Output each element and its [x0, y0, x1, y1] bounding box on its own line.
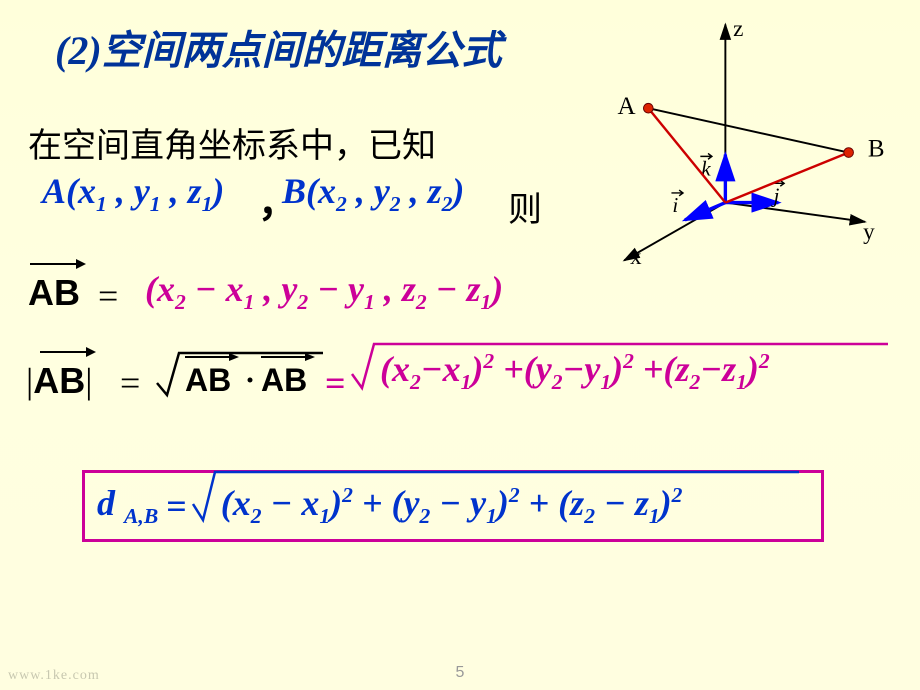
distance-formula-sqrt: (x2 − x1)2 + (y2 − y1)2 + (z2 − z1)2 [195, 482, 683, 529]
sqrt-dot-product: AB AB [155, 345, 325, 414]
svg-text:k: k [701, 157, 711, 181]
point-b-notation: B(x2 , y2 , z2) [282, 170, 464, 217]
sqrt-radical-icon [191, 468, 801, 528]
distance-formula-box: d A,B = (x2 − x1)2 + (y2 − y1)2 + (z2 − … [82, 470, 824, 542]
sqrt-expansion: (x2−x1)2 +(y2−y1)2 +(z2−z1)2 [354, 348, 770, 395]
vector-ab-text: AB [33, 360, 85, 401]
svg-text:A: A [618, 93, 636, 120]
svg-text:x: x [630, 243, 642, 269]
vector-ab-symbol: AB [28, 272, 80, 314]
magnitude-ab-symbol: |AB| [26, 360, 92, 402]
svg-text:y: y [863, 218, 875, 244]
svg-text:i: i [672, 193, 678, 217]
intro-text: 在空间直角坐标系中，已知 [28, 118, 436, 167]
vector-ab-coords: (x2 − x1 , y2 − y1 , z2 − z1) [145, 268, 503, 315]
slide-title: (2)空间两点间的距离公式 [55, 18, 502, 76]
svg-text:AB: AB [261, 362, 307, 398]
page-number: 5 [456, 664, 465, 682]
equals-2b: = [325, 362, 346, 404]
watermark: www.1ke.com [8, 668, 100, 684]
sqrt-radical-icon [350, 340, 890, 396]
svg-text:B: B [868, 135, 885, 162]
vector-arrow-icon [28, 252, 86, 270]
vector-ab-text: AB [28, 272, 80, 313]
sqrt-icon: AB AB [155, 345, 325, 405]
equals-1: = [98, 275, 118, 317]
then-text: 则 [508, 182, 542, 231]
vector-arrow-icon [38, 340, 96, 358]
coordinate-system-diagram: zyxijkAB [575, 10, 895, 270]
point-a-notation: A(x1 , y1 , z1) [42, 170, 224, 217]
equals-3: = [166, 485, 187, 527]
equals-2a: = [120, 362, 140, 404]
distance-d-ab: d A,B [97, 482, 158, 529]
svg-text:z: z [733, 15, 743, 41]
svg-text:AB: AB [185, 362, 231, 398]
